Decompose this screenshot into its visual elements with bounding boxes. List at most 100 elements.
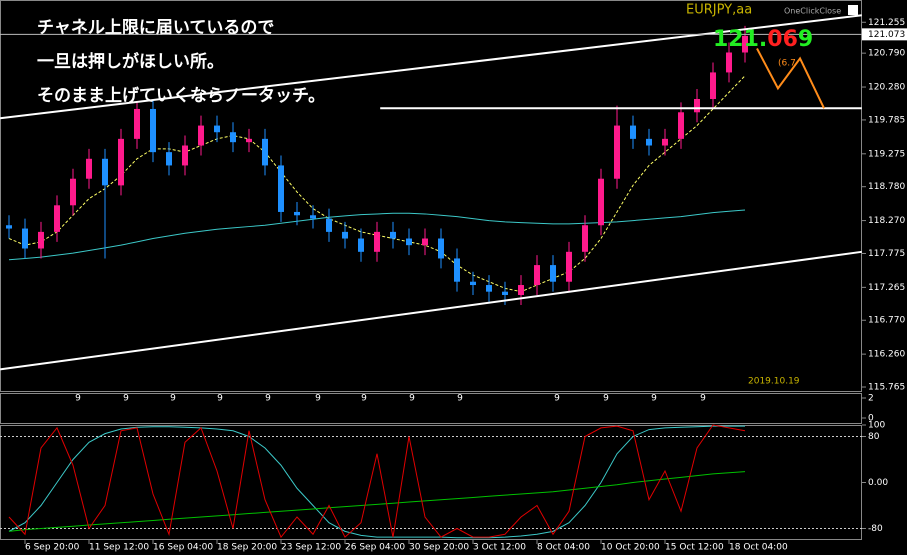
y-tick-label: 80 bbox=[868, 432, 880, 442]
sub-frame-2 bbox=[0, 425, 862, 540]
marker-label: 9 bbox=[409, 394, 415, 404]
candle-body bbox=[54, 205, 60, 232]
marker-label: 9 bbox=[700, 394, 706, 404]
y-tick-label: 117.265 bbox=[868, 283, 905, 293]
marker-label: 9 bbox=[170, 394, 176, 404]
trendline bbox=[0, 250, 862, 371]
indicator-line bbox=[8, 425, 745, 539]
candle-body bbox=[134, 108, 140, 139]
candle-body bbox=[710, 72, 716, 99]
marker-label: 9 bbox=[265, 394, 271, 404]
price-display: 9 bbox=[798, 27, 813, 52]
candle-body bbox=[102, 158, 108, 186]
candle-body bbox=[646, 138, 652, 146]
symbol-title: EURJPY,aa bbox=[686, 3, 752, 18]
sub-frame-1 bbox=[0, 393, 862, 424]
candle-body bbox=[358, 238, 364, 252]
candle-body bbox=[262, 138, 268, 166]
x-tick-label: 23 Sep 12:00 bbox=[281, 543, 341, 553]
candle-body bbox=[246, 138, 252, 143]
x-tick-label: 26 Sep 04:00 bbox=[345, 543, 405, 553]
y-tick-label: -80 bbox=[868, 524, 883, 534]
marker-label: 9 bbox=[457, 394, 463, 404]
candle-body bbox=[614, 125, 620, 179]
candle-body bbox=[86, 158, 92, 179]
x-tick-label: 15 Oct 12:00 bbox=[665, 543, 724, 553]
candle-body bbox=[502, 291, 508, 295]
candle-body bbox=[422, 238, 428, 246]
candle-body bbox=[118, 138, 124, 186]
price-display: 121. bbox=[713, 27, 767, 52]
one-click-close[interactable]: OneClickClose bbox=[784, 7, 841, 16]
main-frame bbox=[0, 0, 862, 392]
y-tick-label: 100 bbox=[868, 421, 885, 431]
current-price-label: 121.073 bbox=[868, 30, 905, 40]
y-tick-label: 118.270 bbox=[868, 216, 905, 226]
candle-body bbox=[678, 112, 684, 139]
x-tick-label: 3 Oct 12:00 bbox=[473, 543, 526, 553]
current-price-box bbox=[862, 28, 907, 41]
candle-body bbox=[598, 178, 604, 226]
y-tick-label: 121.255 bbox=[868, 18, 905, 28]
y-tick-label: 120.280 bbox=[868, 83, 905, 93]
indicator-line bbox=[8, 424, 746, 539]
moving-average bbox=[8, 75, 746, 293]
trendline bbox=[0, 14, 862, 120]
candle-body bbox=[70, 178, 76, 206]
price-display: 06 bbox=[767, 27, 798, 52]
candle-body bbox=[454, 258, 460, 282]
plot bbox=[0, 14, 862, 371]
candle-body bbox=[198, 125, 204, 146]
x-tick-label: 18 Oct 04:00 bbox=[729, 543, 788, 553]
y-tick-label: 117.775 bbox=[868, 249, 905, 259]
annotation: チャネル上限に届いているので bbox=[37, 18, 274, 38]
x-tick-label: 16 Sep 04:00 bbox=[153, 543, 213, 553]
candle-body bbox=[518, 285, 524, 295]
candle-body bbox=[390, 231, 396, 239]
candle-body bbox=[550, 265, 556, 282]
x-tick-label: 10 Oct 20:00 bbox=[601, 543, 660, 553]
y-tick-label: 118.780 bbox=[868, 182, 905, 192]
x-tick-label: 8 Oct 04:00 bbox=[537, 543, 590, 553]
candle-body bbox=[566, 251, 572, 282]
y-tick-label: 119.275 bbox=[868, 149, 905, 159]
marker-label: 9 bbox=[123, 394, 129, 404]
candle-body bbox=[230, 132, 236, 143]
candle-body bbox=[278, 165, 284, 212]
candle-body bbox=[406, 238, 412, 246]
candle-body bbox=[22, 228, 28, 249]
candle-body bbox=[742, 35, 748, 53]
y-tick-label: 0 bbox=[868, 414, 874, 424]
y-tick-label: 116.770 bbox=[868, 316, 905, 326]
candle-body bbox=[374, 231, 380, 252]
close-icon[interactable] bbox=[848, 5, 858, 15]
candle-body bbox=[630, 125, 636, 139]
moving-average bbox=[8, 209, 746, 261]
x-tick-label: 6 Sep 20:00 bbox=[25, 543, 80, 553]
candle-body bbox=[310, 215, 316, 219]
candle-body bbox=[662, 138, 668, 146]
y-tick-label: 115.765 bbox=[868, 383, 905, 393]
date-label: 2019.10.19 bbox=[748, 377, 800, 387]
y-tick-label: 2 bbox=[868, 394, 874, 404]
y-tick-label: 119.785 bbox=[868, 115, 905, 125]
candle-body bbox=[182, 145, 188, 166]
candle-body bbox=[582, 225, 588, 252]
marker-label: 9 bbox=[651, 394, 657, 404]
candle-body bbox=[470, 281, 476, 286]
y-tick-label: 116.260 bbox=[868, 350, 905, 360]
x-tick-label: 11 Sep 12:00 bbox=[89, 543, 149, 553]
candle-body bbox=[38, 231, 44, 249]
trendline bbox=[756, 48, 825, 109]
marker-label: 9 bbox=[315, 394, 321, 404]
marker-label: 9 bbox=[217, 394, 223, 404]
candle-body bbox=[6, 225, 12, 229]
y-tick-label: 120.790 bbox=[868, 49, 905, 59]
candle-body bbox=[294, 211, 300, 216]
candle-body bbox=[694, 98, 700, 113]
candle-body bbox=[342, 231, 348, 239]
marker-label: 9 bbox=[554, 394, 560, 404]
